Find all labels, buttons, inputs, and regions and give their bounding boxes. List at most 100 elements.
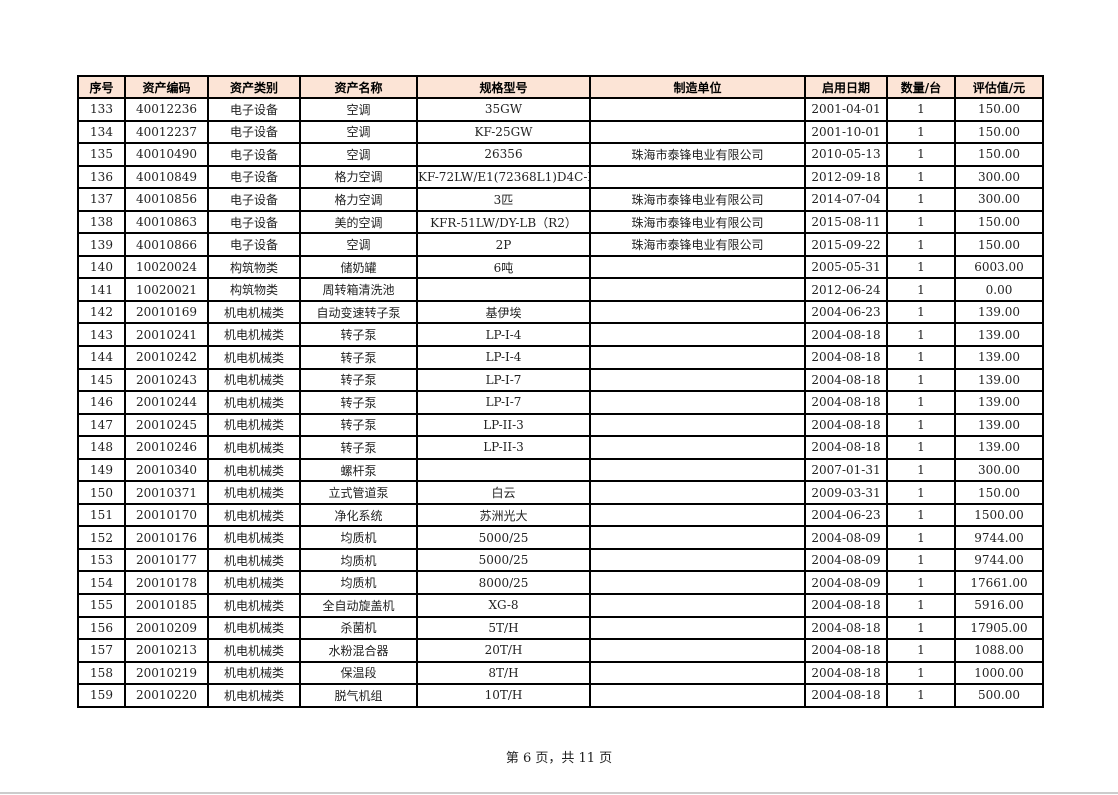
cell-appraised-value: 139.00 bbox=[954, 345, 1044, 370]
cell-start-date: 2009-03-31 bbox=[804, 480, 888, 505]
cell-spec-model: 26356 bbox=[416, 142, 591, 167]
table-row: 148 20010246 机电机械类 转子泵 LP-II-3 2004-08-18 1 139… bbox=[77, 435, 1044, 460]
cell-asset-code: 20010242 bbox=[124, 345, 209, 370]
cell-index: 148 bbox=[77, 435, 126, 460]
cell-manufacturer bbox=[589, 367, 806, 393]
page-number: 第 6 页，共 11 页 bbox=[505, 751, 613, 766]
cell-index: 141 bbox=[77, 277, 126, 302]
cell-index: 159 bbox=[77, 683, 126, 708]
cell-quantity: 1 bbox=[886, 322, 956, 347]
cell-appraised-value: 1000.00 bbox=[954, 660, 1044, 686]
cell-spec-model: 白云 bbox=[416, 480, 591, 505]
cell-asset-category: 机电机械类 bbox=[207, 525, 301, 550]
cell-index: 135 bbox=[77, 142, 126, 167]
cell-quantity: 1 bbox=[886, 299, 956, 325]
cell-spec-model: LP-I-7 bbox=[416, 390, 591, 415]
cell-manufacturer bbox=[589, 412, 806, 438]
cell-manufacturer bbox=[589, 435, 806, 460]
cell-asset-name: 转子泵 bbox=[299, 412, 418, 438]
table-row: 146 20010244 机电机械类 转子泵 LP-I-7 2004-08-18 1 139.… bbox=[77, 390, 1044, 415]
cell-manufacturer: 珠海市泰锋电业有限公司 bbox=[589, 142, 806, 167]
cell-appraised-value: 1088.00 bbox=[954, 638, 1044, 663]
cell-spec-model: 20T/H bbox=[416, 638, 591, 663]
page-divider bbox=[0, 792, 1118, 794]
table-row: 137 40010856 电子设备 格力空调 3匹 珠海市泰锋电业有限公司 2014-07-… bbox=[77, 187, 1044, 212]
cell-manufacturer bbox=[589, 390, 806, 415]
cell-manufacturer bbox=[589, 615, 806, 641]
cell-appraised-value: 17661.00 bbox=[954, 570, 1044, 596]
cell-appraised-value: 300.00 bbox=[954, 164, 1044, 190]
cell-asset-code: 20010178 bbox=[124, 570, 209, 596]
cell-index: 145 bbox=[77, 367, 126, 393]
cell-appraised-value: 300.00 bbox=[954, 457, 1044, 483]
column-header-asset-category: 资产类别 bbox=[207, 75, 301, 99]
cell-spec-model: 苏洲光大 bbox=[416, 502, 591, 528]
cell-index: 155 bbox=[77, 593, 126, 618]
cell-quantity: 1 bbox=[886, 638, 956, 663]
cell-quantity: 1 bbox=[886, 345, 956, 370]
cell-asset-name: 空调 bbox=[299, 97, 418, 122]
cell-asset-name: 格力空调 bbox=[299, 187, 418, 212]
cell-asset-code: 20010243 bbox=[124, 367, 209, 393]
cell-asset-code: 20010185 bbox=[124, 593, 209, 618]
cell-asset-category: 机电机械类 bbox=[207, 683, 301, 708]
cell-start-date: 2005-05-31 bbox=[804, 254, 888, 280]
cell-start-date: 2010-05-13 bbox=[804, 142, 888, 167]
cell-index: 147 bbox=[77, 412, 126, 438]
cell-spec-model: 8T/H bbox=[416, 660, 591, 686]
cell-index: 151 bbox=[77, 502, 126, 528]
cell-asset-code: 20010245 bbox=[124, 412, 209, 438]
table-row: 153 20010177 机电机械类 均质机 5000/25 2004-08-09 1 974… bbox=[77, 547, 1044, 573]
table-row: 152 20010176 机电机械类 均质机 5000/25 2004-08-09 1 974… bbox=[77, 525, 1044, 550]
cell-index: 157 bbox=[77, 638, 126, 663]
cell-spec-model: 6吨 bbox=[416, 254, 591, 280]
cell-asset-name: 净化系统 bbox=[299, 502, 418, 528]
table-row: 154 20010178 机电机械类 均质机 8000/25 2004-08-09 1 176… bbox=[77, 570, 1044, 596]
cell-appraised-value: 150.00 bbox=[954, 232, 1044, 257]
cell-asset-code: 40010490 bbox=[124, 142, 209, 167]
cell-asset-name: 转子泵 bbox=[299, 390, 418, 415]
cell-quantity: 1 bbox=[886, 277, 956, 302]
cell-asset-code: 20010209 bbox=[124, 615, 209, 641]
cell-appraised-value: 9744.00 bbox=[954, 525, 1044, 550]
cell-spec-model: LP-I-4 bbox=[416, 322, 591, 347]
cell-asset-code: 20010169 bbox=[124, 299, 209, 325]
cell-spec-model: 5000/25 bbox=[416, 547, 591, 573]
cell-quantity: 1 bbox=[886, 164, 956, 190]
cell-start-date: 2004-08-18 bbox=[804, 412, 888, 438]
cell-quantity: 1 bbox=[886, 119, 956, 145]
cell-manufacturer bbox=[589, 457, 806, 483]
cell-appraised-value: 300.00 bbox=[954, 187, 1044, 212]
cell-index: 156 bbox=[77, 615, 126, 641]
column-header-asset-name: 资产名称 bbox=[299, 75, 418, 99]
cell-asset-code: 20010170 bbox=[124, 502, 209, 528]
asset-table: 序号 资产编码 资产类别 资产名称 规格型号 制造单位 启用日期 数量/台 评估值/元 133 4… bbox=[77, 75, 1044, 708]
column-header-spec-model: 规格型号 bbox=[416, 75, 591, 99]
cell-manufacturer bbox=[589, 547, 806, 573]
cell-appraised-value: 150.00 bbox=[954, 119, 1044, 145]
cell-spec-model: LP-II-3 bbox=[416, 435, 591, 460]
cell-asset-category: 电子设备 bbox=[207, 119, 301, 145]
cell-asset-category: 机电机械类 bbox=[207, 412, 301, 438]
table-header-row: 序号 资产编码 资产类别 资产名称 规格型号 制造单位 启用日期 数量/台 评估值/元 bbox=[77, 75, 1044, 99]
cell-index: 158 bbox=[77, 660, 126, 686]
cell-start-date: 2004-08-18 bbox=[804, 367, 888, 393]
table-row: 147 20010245 机电机械类 转子泵 LP-II-3 2004-08-18 1 139… bbox=[77, 412, 1044, 438]
cell-spec-model: 5000/25 bbox=[416, 525, 591, 550]
cell-spec-model: 8000/25 bbox=[416, 570, 591, 596]
cell-manufacturer: 珠海市泰锋电业有限公司 bbox=[589, 232, 806, 257]
cell-start-date: 2012-09-18 bbox=[804, 164, 888, 190]
cell-index: 136 bbox=[77, 164, 126, 190]
cell-start-date: 2014-07-04 bbox=[804, 187, 888, 212]
cell-start-date: 2001-10-01 bbox=[804, 119, 888, 145]
cell-spec-model: 35GW bbox=[416, 97, 591, 122]
cell-manufacturer bbox=[589, 299, 806, 325]
cell-manufacturer bbox=[589, 119, 806, 145]
cell-appraised-value: 139.00 bbox=[954, 367, 1044, 393]
cell-quantity: 1 bbox=[886, 142, 956, 167]
cell-quantity: 1 bbox=[886, 480, 956, 505]
table-row: 150 20010371 机电机械类 立式管道泵 白云 2009-03-31 1 150.00 bbox=[77, 480, 1044, 505]
cell-quantity: 1 bbox=[886, 615, 956, 641]
cell-manufacturer bbox=[589, 525, 806, 550]
cell-asset-name: 均质机 bbox=[299, 570, 418, 596]
